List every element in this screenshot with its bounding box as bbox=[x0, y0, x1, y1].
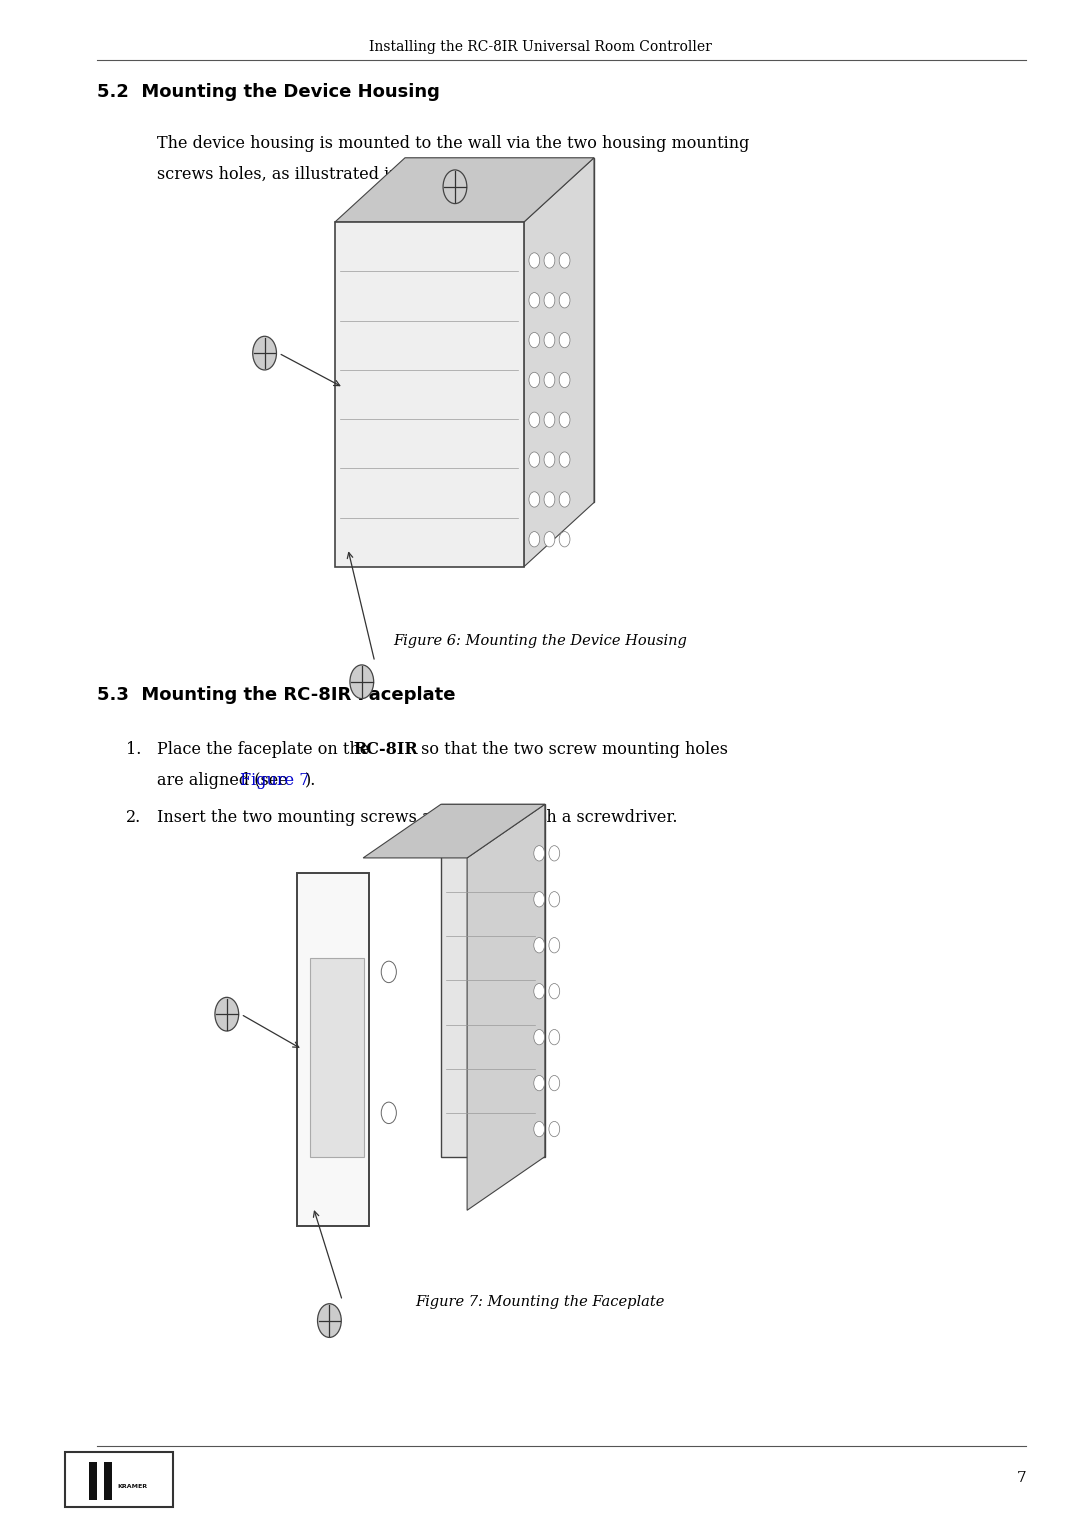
Circle shape bbox=[534, 984, 544, 999]
Polygon shape bbox=[363, 804, 544, 858]
Text: are aligned (see: are aligned (see bbox=[157, 772, 293, 789]
Circle shape bbox=[559, 412, 570, 427]
Polygon shape bbox=[297, 873, 369, 1226]
Circle shape bbox=[381, 961, 396, 982]
Circle shape bbox=[549, 1121, 559, 1137]
Circle shape bbox=[559, 332, 570, 348]
Text: 1.: 1. bbox=[126, 741, 141, 758]
Circle shape bbox=[549, 892, 559, 907]
Polygon shape bbox=[310, 958, 364, 1157]
Circle shape bbox=[529, 532, 540, 547]
Polygon shape bbox=[441, 804, 544, 1157]
Text: Figure 6:: Figure 6: bbox=[509, 165, 583, 182]
Circle shape bbox=[549, 938, 559, 953]
Circle shape bbox=[529, 412, 540, 427]
Text: 2.: 2. bbox=[126, 809, 141, 826]
Text: KRAMER: KRAMER bbox=[118, 1485, 148, 1489]
Circle shape bbox=[544, 492, 555, 507]
Circle shape bbox=[534, 1121, 544, 1137]
Circle shape bbox=[215, 997, 239, 1031]
Circle shape bbox=[350, 665, 374, 699]
Circle shape bbox=[534, 1075, 544, 1091]
Text: The device housing is mounted to the wall via the two housing mounting: The device housing is mounted to the wal… bbox=[157, 135, 748, 152]
Text: RC-8IR: RC-8IR bbox=[353, 741, 418, 758]
Polygon shape bbox=[335, 158, 594, 222]
Bar bbox=[104, 1462, 112, 1500]
Circle shape bbox=[544, 412, 555, 427]
Circle shape bbox=[529, 332, 540, 348]
Circle shape bbox=[253, 336, 276, 371]
Circle shape bbox=[534, 938, 544, 953]
Text: Figure 7: Figure 7 bbox=[240, 772, 309, 789]
Text: screws holes, as illustrated in: screws holes, as illustrated in bbox=[157, 165, 404, 182]
Circle shape bbox=[529, 372, 540, 388]
Circle shape bbox=[443, 170, 467, 204]
Text: Figure 6: Mounting the Device Housing: Figure 6: Mounting the Device Housing bbox=[393, 634, 687, 648]
Circle shape bbox=[559, 532, 570, 547]
Text: Figure 7: Mounting the Faceplate: Figure 7: Mounting the Faceplate bbox=[416, 1295, 664, 1308]
Bar bbox=[89, 1462, 97, 1500]
Circle shape bbox=[529, 293, 540, 308]
Circle shape bbox=[559, 253, 570, 268]
Text: 7: 7 bbox=[1016, 1471, 1026, 1485]
Text: 5.2  Mounting the Device Housing: 5.2 Mounting the Device Housing bbox=[97, 83, 440, 101]
Polygon shape bbox=[335, 222, 524, 567]
Circle shape bbox=[544, 332, 555, 348]
Circle shape bbox=[534, 1030, 544, 1045]
Circle shape bbox=[544, 452, 555, 467]
Circle shape bbox=[559, 372, 570, 388]
FancyBboxPatch shape bbox=[65, 1452, 173, 1507]
Text: Insert the two mounting screws and tighten with a screwdriver.: Insert the two mounting screws and tight… bbox=[157, 809, 677, 826]
Circle shape bbox=[529, 492, 540, 507]
Circle shape bbox=[544, 372, 555, 388]
Circle shape bbox=[559, 293, 570, 308]
Text: 5.3  Mounting the RC-8IR Faceplate: 5.3 Mounting the RC-8IR Faceplate bbox=[97, 686, 456, 705]
Text: so that the two screw mounting holes: so that the two screw mounting holes bbox=[416, 741, 728, 758]
Polygon shape bbox=[468, 804, 544, 1210]
Circle shape bbox=[549, 984, 559, 999]
Circle shape bbox=[549, 1030, 559, 1045]
Circle shape bbox=[381, 1102, 396, 1123]
Circle shape bbox=[318, 1304, 341, 1337]
Circle shape bbox=[544, 253, 555, 268]
Text: Place the faceplate on the: Place the faceplate on the bbox=[157, 741, 374, 758]
Circle shape bbox=[534, 892, 544, 907]
Circle shape bbox=[534, 846, 544, 861]
Circle shape bbox=[559, 452, 570, 467]
Circle shape bbox=[549, 846, 559, 861]
Circle shape bbox=[544, 532, 555, 547]
Circle shape bbox=[544, 293, 555, 308]
Text: ).: ). bbox=[305, 772, 316, 789]
Polygon shape bbox=[524, 158, 594, 567]
Circle shape bbox=[549, 1075, 559, 1091]
Circle shape bbox=[559, 492, 570, 507]
Circle shape bbox=[529, 452, 540, 467]
Text: Installing the RC-8IR Universal Room Controller: Installing the RC-8IR Universal Room Con… bbox=[368, 40, 712, 54]
Circle shape bbox=[529, 253, 540, 268]
